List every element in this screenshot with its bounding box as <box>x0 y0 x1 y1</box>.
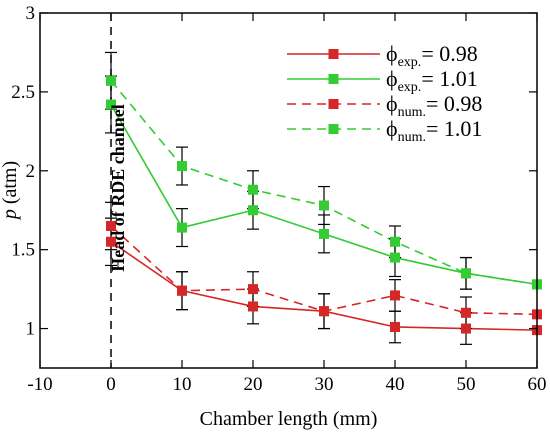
y-axis-title: p (atm) <box>0 161 21 221</box>
plot-frame <box>39 12 538 369</box>
x-tick-label: 10 <box>173 374 192 395</box>
legend-label: ϕnum.= 1.01 <box>386 116 482 145</box>
plot-content <box>105 13 542 368</box>
y-tick-label: 1 <box>26 319 36 340</box>
y-tick-label: 1.5 <box>11 240 35 261</box>
legend-marker <box>328 49 339 59</box>
data-point <box>177 161 187 172</box>
legend-label: ϕexp.= 1.01 <box>386 66 478 95</box>
x-tick-label: 0 <box>106 374 116 395</box>
legend-label: ϕexp.= 0.98 <box>386 41 478 70</box>
data-point <box>319 200 329 211</box>
legend-marker <box>328 99 339 109</box>
data-point <box>390 252 400 263</box>
data-point <box>461 307 471 318</box>
data-point <box>177 285 187 296</box>
data-point <box>319 306 329 317</box>
x-tick-label: 30 <box>315 374 334 395</box>
head-of-channel-annotation: Head of RDE channel <box>108 104 128 272</box>
legend-entry: ϕnum.= 0.98 <box>287 91 482 120</box>
legend-marker <box>328 74 339 84</box>
data-point <box>177 222 187 233</box>
legend-entry: ϕexp.= 1.01 <box>287 66 478 95</box>
y-tick-label: 3 <box>26 3 36 24</box>
data-point <box>319 228 329 239</box>
legend-entry: ϕexp.= 0.98 <box>287 41 478 70</box>
legend-entry: ϕnum.= 1.01 <box>287 116 482 145</box>
x-axis-title: Chamber length (mm) <box>200 408 378 430</box>
data-point <box>461 268 471 279</box>
axis-ticks: -10 0 10 20 30 40 50 60 1 1.5 2 2.5 3 <box>11 3 546 395</box>
data-point <box>461 323 471 334</box>
data-point <box>248 184 258 195</box>
legend-marker <box>328 124 339 134</box>
y-tick-label: 2 <box>26 161 36 182</box>
data-point <box>106 99 116 110</box>
data-point <box>248 284 258 295</box>
data-point <box>248 205 258 216</box>
x-tick-label: 60 <box>528 374 547 395</box>
y-tick-label: 2.5 <box>11 82 35 103</box>
data-point <box>390 321 400 332</box>
x-tick-label: 50 <box>457 374 476 395</box>
x-tick-label: 20 <box>244 374 263 395</box>
data-point <box>106 221 116 231</box>
x-tick-label: -10 <box>27 374 52 395</box>
x-tick-label: 40 <box>386 374 405 395</box>
legend-label: ϕnum.= 0.98 <box>386 91 482 120</box>
data-point <box>390 236 400 247</box>
data-point <box>106 75 116 86</box>
data-point <box>390 290 400 301</box>
data-point <box>248 301 258 312</box>
data-point <box>106 236 116 247</box>
